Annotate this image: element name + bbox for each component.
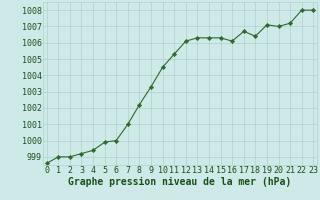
X-axis label: Graphe pression niveau de la mer (hPa): Graphe pression niveau de la mer (hPa) [68,177,292,187]
